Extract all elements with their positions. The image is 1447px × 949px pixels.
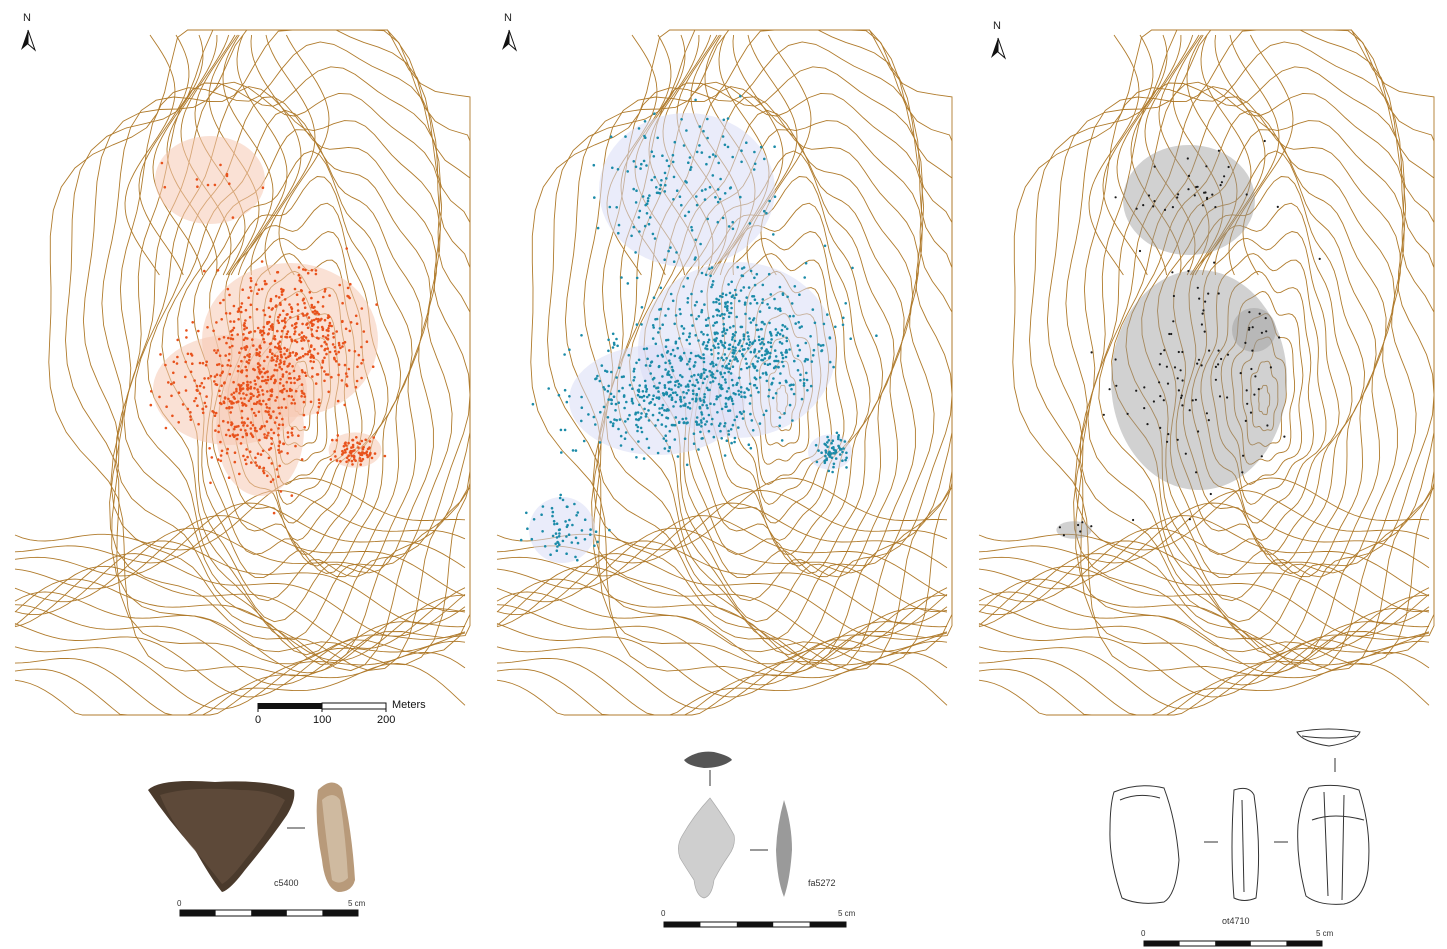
cm-tick-0: 0 xyxy=(661,909,666,918)
density-halo xyxy=(153,136,382,496)
find-points xyxy=(149,161,387,515)
cm-scalebar xyxy=(1143,940,1323,947)
scalebar-unit: Meters xyxy=(392,699,426,711)
density-halo xyxy=(529,113,852,563)
scraper-drawing xyxy=(1109,728,1370,905)
contour-map xyxy=(496,29,953,928)
density-halo xyxy=(1056,145,1287,539)
find-points xyxy=(1058,139,1321,537)
map-panel-other-tools: N ot4710 0 5 cm xyxy=(964,0,1446,949)
meters-scalebar xyxy=(257,702,387,712)
contour-map xyxy=(978,29,1435,947)
cm-tick-5: 5 cm xyxy=(838,909,856,918)
cm-tick-5: 5 cm xyxy=(348,899,366,908)
find-points xyxy=(519,94,878,562)
pottery-sherd-image xyxy=(148,781,355,892)
north-arrow-icon xyxy=(502,29,518,52)
scalebar-tick-100: 100 xyxy=(313,714,332,726)
arrowhead-image xyxy=(678,751,792,899)
north-arrow-icon xyxy=(991,37,1007,60)
map-panel-arrowheads: N fa5272 0 5 cm xyxy=(482,0,964,949)
scalebar-tick-0: 0 xyxy=(255,714,262,726)
north-label: N xyxy=(504,12,512,24)
specimen-code: ot4710 xyxy=(1222,916,1250,926)
contour-map xyxy=(14,29,471,917)
cm-scalebar xyxy=(179,909,359,917)
north-label: N xyxy=(23,12,31,24)
specimen-code: c5400 xyxy=(274,878,299,888)
contour-lines xyxy=(978,29,1435,716)
cm-scalebar xyxy=(663,921,847,928)
map-panel-ceramics: N 0 100 200 Meters c5400 0 5 cm xyxy=(0,0,482,949)
north-arrow-icon xyxy=(21,29,37,52)
cm-tick-5: 5 cm xyxy=(1316,929,1334,938)
north-label: N xyxy=(993,20,1001,32)
cm-tick-0: 0 xyxy=(177,899,182,908)
scalebar-tick-200: 200 xyxy=(377,714,396,726)
cm-tick-0: 0 xyxy=(1141,929,1146,938)
specimen-code: fa5272 xyxy=(808,878,836,888)
